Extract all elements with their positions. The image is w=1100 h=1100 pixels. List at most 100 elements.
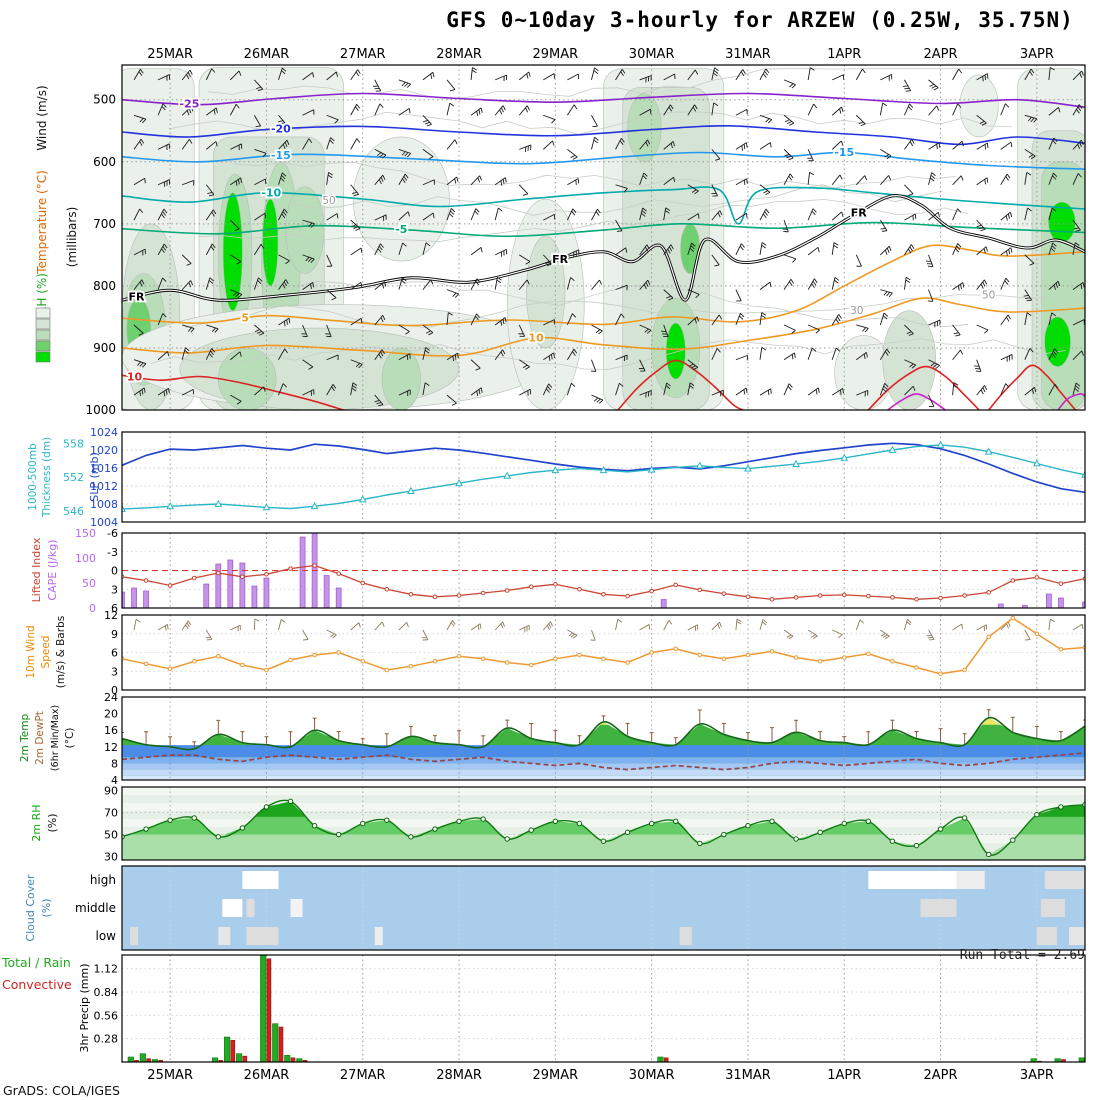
rh2m-border	[121, 786, 1086, 861]
svg-text:0: 0	[111, 565, 118, 578]
svg-text:5: 5	[241, 312, 249, 325]
svg-text:Thickness (dm): Thickness (dm)	[41, 437, 53, 518]
svg-text:30: 30	[850, 305, 863, 317]
svg-text:3APR: 3APR	[1020, 1068, 1054, 1083]
svg-text:(m/s) & Barbs: (m/s) & Barbs	[55, 616, 67, 688]
svg-text:25MAR: 25MAR	[147, 47, 193, 62]
svg-text:FR: FR	[552, 253, 569, 266]
svg-text:(%): (%)	[40, 898, 53, 917]
panel-slp-thickness	[122, 432, 1085, 522]
svg-text:1000-500mb: 1000-500mb	[27, 443, 39, 511]
rh-legend-swatch	[35, 318, 51, 330]
svg-text:-3: -3	[107, 546, 118, 559]
svg-text:16: 16	[104, 724, 118, 737]
svg-text:-6: -6	[107, 527, 118, 540]
svg-text:27MAR: 27MAR	[340, 1068, 386, 1083]
svg-text:70: 70	[104, 806, 118, 819]
panel-cloud-cover	[122, 866, 1085, 950]
svg-text:1024: 1024	[90, 426, 118, 439]
svg-text:31MAR: 31MAR	[725, 1068, 771, 1083]
svg-text:-25: -25	[179, 98, 199, 111]
svg-text:24: 24	[104, 691, 118, 704]
svg-text:1000: 1000	[85, 403, 116, 417]
rh-legend-swatch	[35, 351, 51, 363]
svg-text:(millibars): (millibars)	[65, 207, 79, 268]
svg-text:10: 10	[127, 370, 143, 383]
svg-text:1008: 1008	[90, 498, 118, 511]
svg-text:-5: -5	[395, 223, 407, 236]
rh-legend-swatch	[35, 329, 51, 341]
svg-text:FR: FR	[851, 206, 868, 219]
svg-text:Temperature (°C): Temperature (°C)	[35, 170, 49, 275]
cloud-cover-border	[121, 865, 1086, 951]
svg-text:27MAR: 27MAR	[340, 47, 386, 62]
cloud-cover-labels: high middle low Cloud Cover (%)	[24, 873, 116, 943]
svg-text:50: 50	[82, 577, 96, 590]
panel-li-cape	[122, 533, 1085, 608]
svg-text:26MAR: 26MAR	[244, 1068, 290, 1083]
temp-dewpt-border	[121, 696, 1086, 781]
svg-text:3APR: 3APR	[1020, 47, 1054, 62]
panel-cross-section	[122, 65, 1085, 410]
wind10m-border	[121, 614, 1086, 691]
li-cape-border	[121, 532, 1086, 609]
svg-text:1004: 1004	[90, 516, 118, 529]
svg-text:low: low	[96, 929, 117, 943]
svg-text:6: 6	[111, 647, 118, 660]
svg-text:500: 500	[93, 93, 116, 107]
svg-text:10m Wind: 10m Wind	[25, 625, 37, 678]
svg-text:100: 100	[75, 552, 96, 565]
svg-text:Wind (m/s): Wind (m/s)	[35, 85, 49, 150]
slp-thickness-border	[121, 431, 1086, 523]
svg-text:546: 546	[63, 505, 84, 518]
svg-text:Speed: Speed	[40, 636, 52, 669]
cross-section-border	[121, 64, 1086, 411]
svg-text:2m Temp: 2m Temp	[19, 714, 31, 763]
svg-text:29MAR: 29MAR	[533, 47, 579, 62]
svg-text:90: 90	[104, 784, 118, 797]
svg-text:CAPE (J/kg): CAPE (J/kg)	[46, 539, 59, 600]
svg-text:26MAR: 26MAR	[244, 47, 290, 62]
svg-text:552: 552	[63, 471, 84, 484]
svg-text:RH (%): RH (%)	[35, 273, 49, 315]
svg-text:-15: -15	[271, 149, 291, 162]
grads-credit: GrADS: COLA/IGES	[3, 1083, 120, 1098]
svg-text:0: 0	[111, 684, 118, 697]
svg-text:50: 50	[322, 195, 335, 207]
svg-text:1012: 1012	[90, 480, 118, 493]
svg-text:10: 10	[528, 332, 544, 345]
svg-text:(°C): (°C)	[64, 728, 76, 749]
svg-text:2m DewPt: 2m DewPt	[34, 711, 46, 765]
svg-text:Total / Rain: Total / Rain	[1, 955, 71, 970]
svg-text:-10: -10	[261, 187, 281, 200]
svg-text:900: 900	[93, 341, 116, 355]
svg-text:558: 558	[63, 437, 84, 450]
svg-text:29MAR: 29MAR	[533, 1068, 579, 1083]
svg-text:4: 4	[111, 774, 118, 787]
svg-text:-15: -15	[834, 146, 854, 159]
svg-text:1APR: 1APR	[827, 47, 861, 62]
svg-text:3: 3	[111, 583, 118, 596]
panel-rh2m	[122, 787, 1085, 860]
svg-text:20: 20	[104, 708, 118, 721]
rh2m-labels: 90 70 50 30 2m RH (%)	[30, 784, 118, 863]
run-total-label: Run Total = 2.69	[959, 948, 1085, 963]
rh-legend-swatch	[35, 307, 51, 319]
svg-text:2APR: 2APR	[924, 1068, 958, 1083]
cross-section-labels: -25 -20 -15 -15 -10 -5 5 10 10 FR FR FR 50 30 50 500 600…	[35, 85, 997, 417]
svg-text:6: 6	[111, 602, 118, 615]
svg-text:9: 9	[111, 628, 118, 641]
svg-text:30MAR: 30MAR	[629, 47, 675, 62]
svg-text:8: 8	[111, 757, 118, 770]
slp-thickness-labels: 1024 1020 1016 1012 1008 1004 558 552 546 1000-50…	[27, 426, 118, 529]
svg-text:2APR: 2APR	[924, 47, 958, 62]
svg-text:0.84: 0.84	[94, 986, 119, 999]
svg-text:3: 3	[111, 665, 118, 678]
svg-text:FR: FR	[128, 291, 145, 304]
svg-text:12: 12	[104, 609, 118, 622]
panel-temp-dewpt	[122, 697, 1085, 780]
svg-text:1APR: 1APR	[827, 1068, 861, 1083]
svg-text:high: high	[90, 873, 116, 887]
